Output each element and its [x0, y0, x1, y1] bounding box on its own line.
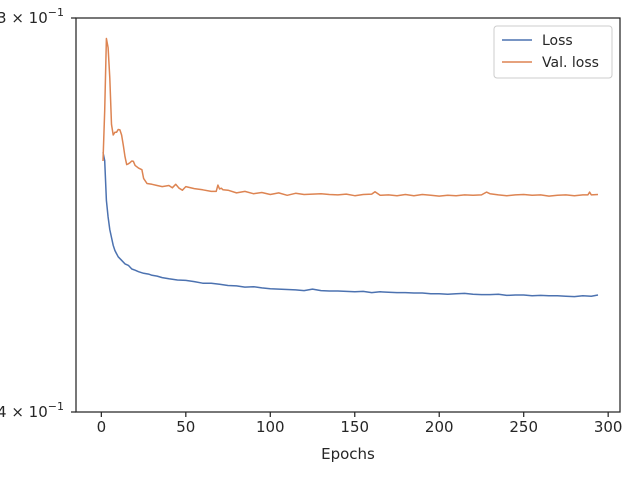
x-tick-label: 0 [97, 418, 107, 436]
series-line-2 [102, 37, 599, 197]
legend: Loss Val. loss [493, 25, 613, 79]
y-tick-label: 3 × 10−1 [0, 6, 64, 27]
x-tick-label: 100 [256, 418, 285, 436]
y-tick-label: 4 × 10−1 [0, 400, 64, 421]
x-tick-label: 250 [509, 418, 538, 436]
x-axis-title: Epochs [321, 445, 375, 463]
legend-label-2: Val. loss [542, 55, 599, 71]
x-tick-label: 300 [594, 418, 623, 436]
legend-box [493, 25, 613, 79]
x-axis: 0 50 100 150 200 250 300 [97, 412, 623, 436]
series-line-1 [102, 152, 599, 298]
x-tick-label: 150 [340, 418, 369, 436]
legend-label-1: Loss [542, 33, 573, 49]
plot-area [76, 18, 620, 412]
series-layer [102, 37, 599, 298]
plot-frame [75, 17, 621, 413]
x-tick-label: 50 [176, 418, 195, 436]
y-axis: 3 × 10−1 4 × 10−1 [0, 6, 76, 421]
x-tick-label: 200 [425, 418, 454, 436]
